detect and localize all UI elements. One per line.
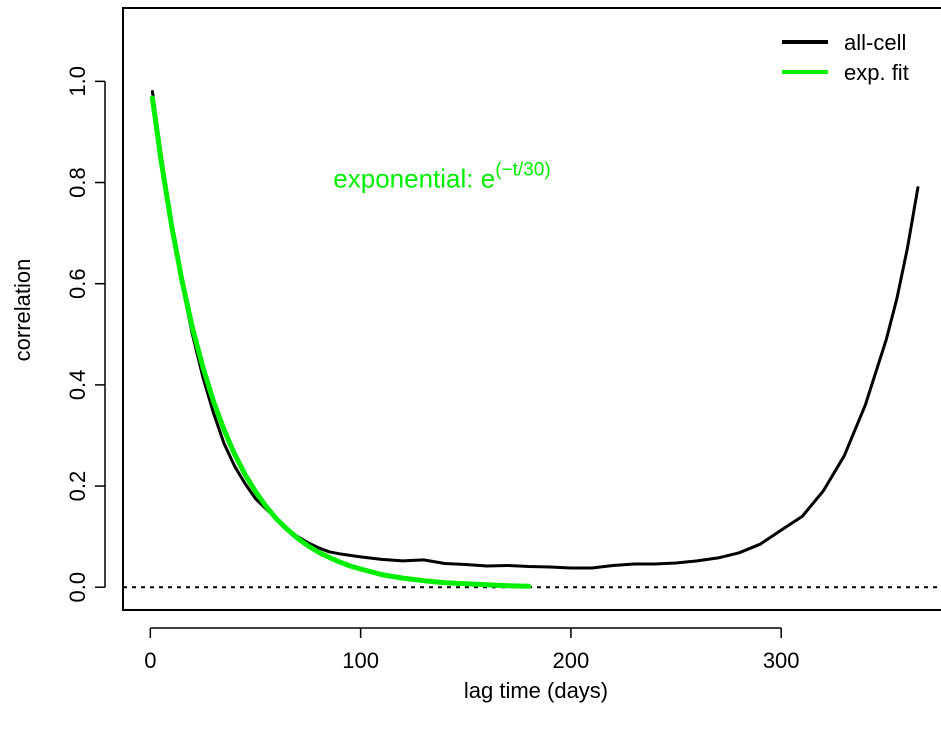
plot-frame	[122, 7, 941, 611]
fit-annotation: exponential: e(−t/30)	[333, 160, 550, 194]
y-tick-label: 0.4	[65, 370, 90, 401]
annotation-prefix: exponential:	[333, 164, 480, 194]
y-tick-label: 0.2	[65, 471, 90, 502]
annotation-exponent: (−t/30)	[495, 160, 550, 181]
y-tick-label: 1.0	[65, 66, 90, 97]
y-tick-label: 0.6	[65, 268, 90, 299]
series-line-exp-fit	[149, 95, 532, 589]
y-tick-label: 0.8	[65, 167, 90, 198]
legend: all-cell exp. fit	[782, 30, 909, 85]
legend-label-exp-fit: exp. fit	[844, 60, 909, 85]
legend-label-all-cell: all-cell	[844, 30, 906, 55]
series-layer	[149, 90, 920, 589]
annotation-base: e	[481, 164, 495, 194]
x-tick-label: 300	[763, 648, 800, 673]
x-tick-label: 100	[342, 648, 379, 673]
x-axis-label: lag time (days)	[464, 678, 608, 703]
x-tick-label: 200	[553, 648, 590, 673]
x-axis: 0 100 200 300	[144, 627, 800, 673]
y-tick-label: 0.0	[65, 572, 90, 603]
y-axis-label: correlation	[10, 259, 35, 362]
x-tick-label: 0	[144, 648, 156, 673]
y-axis: 0.0 0.2 0.4 0.6 0.8 1.0	[65, 66, 106, 603]
series-line-all-cell	[150, 90, 920, 570]
